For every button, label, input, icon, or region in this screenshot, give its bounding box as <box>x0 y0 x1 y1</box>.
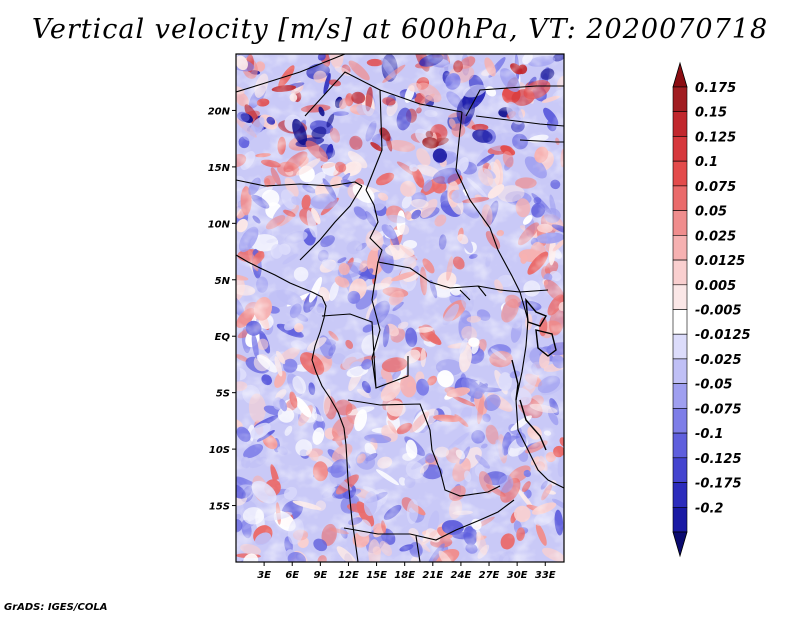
plot-frame <box>235 53 565 563</box>
country-borders <box>236 54 564 562</box>
field-texture <box>236 54 564 562</box>
y-tick-label: EQ <box>215 332 231 343</box>
y-tick-label: 10N <box>208 219 231 230</box>
colorbar-label: 0.125 <box>695 130 736 145</box>
x-tick-label: 21E <box>422 570 443 581</box>
x-tick-label: 27E <box>479 570 500 581</box>
colorbar-label: 0.0125 <box>695 254 745 269</box>
colorbar-label: -0.0125 <box>695 328 751 343</box>
x-tick-label: 18E <box>394 570 415 581</box>
colorbar-label: -0.1 <box>695 427 723 442</box>
colorbar-swatch <box>672 482 688 508</box>
x-tick-label: 9E <box>313 570 327 581</box>
colorbar-label: -0.125 <box>695 452 742 467</box>
colorbar: 0.175 0.15 0.125 0.1 0.075 0.05 0.025 0.0125 0.0… <box>672 61 751 558</box>
colorbar-label: -0.005 <box>695 304 742 319</box>
west-africa-coast <box>236 254 359 562</box>
colorbar-label: 0.005 <box>695 279 736 294</box>
x-tick-label: 24E <box>451 570 472 581</box>
colorbar-label: -0.025 <box>695 353 742 368</box>
border-lines <box>236 54 564 562</box>
x-tick-label: 6E <box>285 570 299 581</box>
y-tick-label: 5N <box>215 276 231 287</box>
y-tick-label: 15S <box>209 502 230 513</box>
colorbar-label: 0.175 <box>695 81 736 96</box>
y-tick-label: 5S <box>216 389 230 400</box>
grads-credit: GrADS: IGES/COLA <box>4 602 108 613</box>
colorbar-label: -0.075 <box>695 402 742 417</box>
colorbar-swatch <box>672 259 688 286</box>
colorbar-swatch <box>672 185 688 211</box>
colorbar-swatch <box>672 284 688 310</box>
y-axis-ticks: 20N 15N 10N 5N EQ 5S 10S 15S <box>208 106 236 513</box>
colorbar-swatch <box>672 136 688 162</box>
colorbar-label: 0.025 <box>695 229 736 244</box>
y-tick-label: 10S <box>209 445 230 456</box>
colorbar-bottom-arrow <box>672 531 688 558</box>
colorbar-label: -0.2 <box>695 501 723 516</box>
x-axis-ticks: 3E 6E 9E 12E 15E 18E 21E 24E 27E 30E 33E <box>257 562 556 581</box>
map-title: Vertical velocity [m/s] at 600hPa, VT: 2… <box>31 14 769 45</box>
colorbar-swatch <box>672 432 688 459</box>
x-tick-label: 33E <box>535 570 556 581</box>
colorbar-label: 0.1 <box>695 155 718 170</box>
y-tick-label: 15N <box>208 163 231 174</box>
x-tick-label: 15E <box>366 570 387 581</box>
colorbar-top-arrow <box>672 61 688 88</box>
colorbar-swatch <box>672 506 688 533</box>
colorbar-label: -0.05 <box>695 378 732 393</box>
colorbar-swatch <box>672 86 688 113</box>
colorbar-swatch <box>672 408 688 434</box>
colorbar-swatch <box>672 358 688 384</box>
great-lakes <box>511 297 557 451</box>
colorbar-swatch <box>672 457 688 483</box>
colorbar-label: 0.05 <box>695 205 727 220</box>
colorbar-label: 0.15 <box>695 106 727 121</box>
colorbar-label: 0.075 <box>695 180 736 195</box>
x-tick-label: 12E <box>338 570 359 581</box>
colorbar-swatch <box>672 309 688 335</box>
colorbar-swatch <box>672 333 688 360</box>
colorbar-label: -0.175 <box>695 477 742 492</box>
y-tick-label: 20N <box>208 106 231 117</box>
x-tick-label: 3E <box>257 570 271 581</box>
colorbar-swatch <box>672 210 688 236</box>
colorbar-swatch <box>672 235 688 261</box>
colorbar-swatch <box>672 383 688 409</box>
x-tick-label: 30E <box>507 570 528 581</box>
colorbar-swatch <box>672 111 688 137</box>
colorbar-swatch <box>672 160 688 187</box>
velocity-field <box>236 54 564 562</box>
